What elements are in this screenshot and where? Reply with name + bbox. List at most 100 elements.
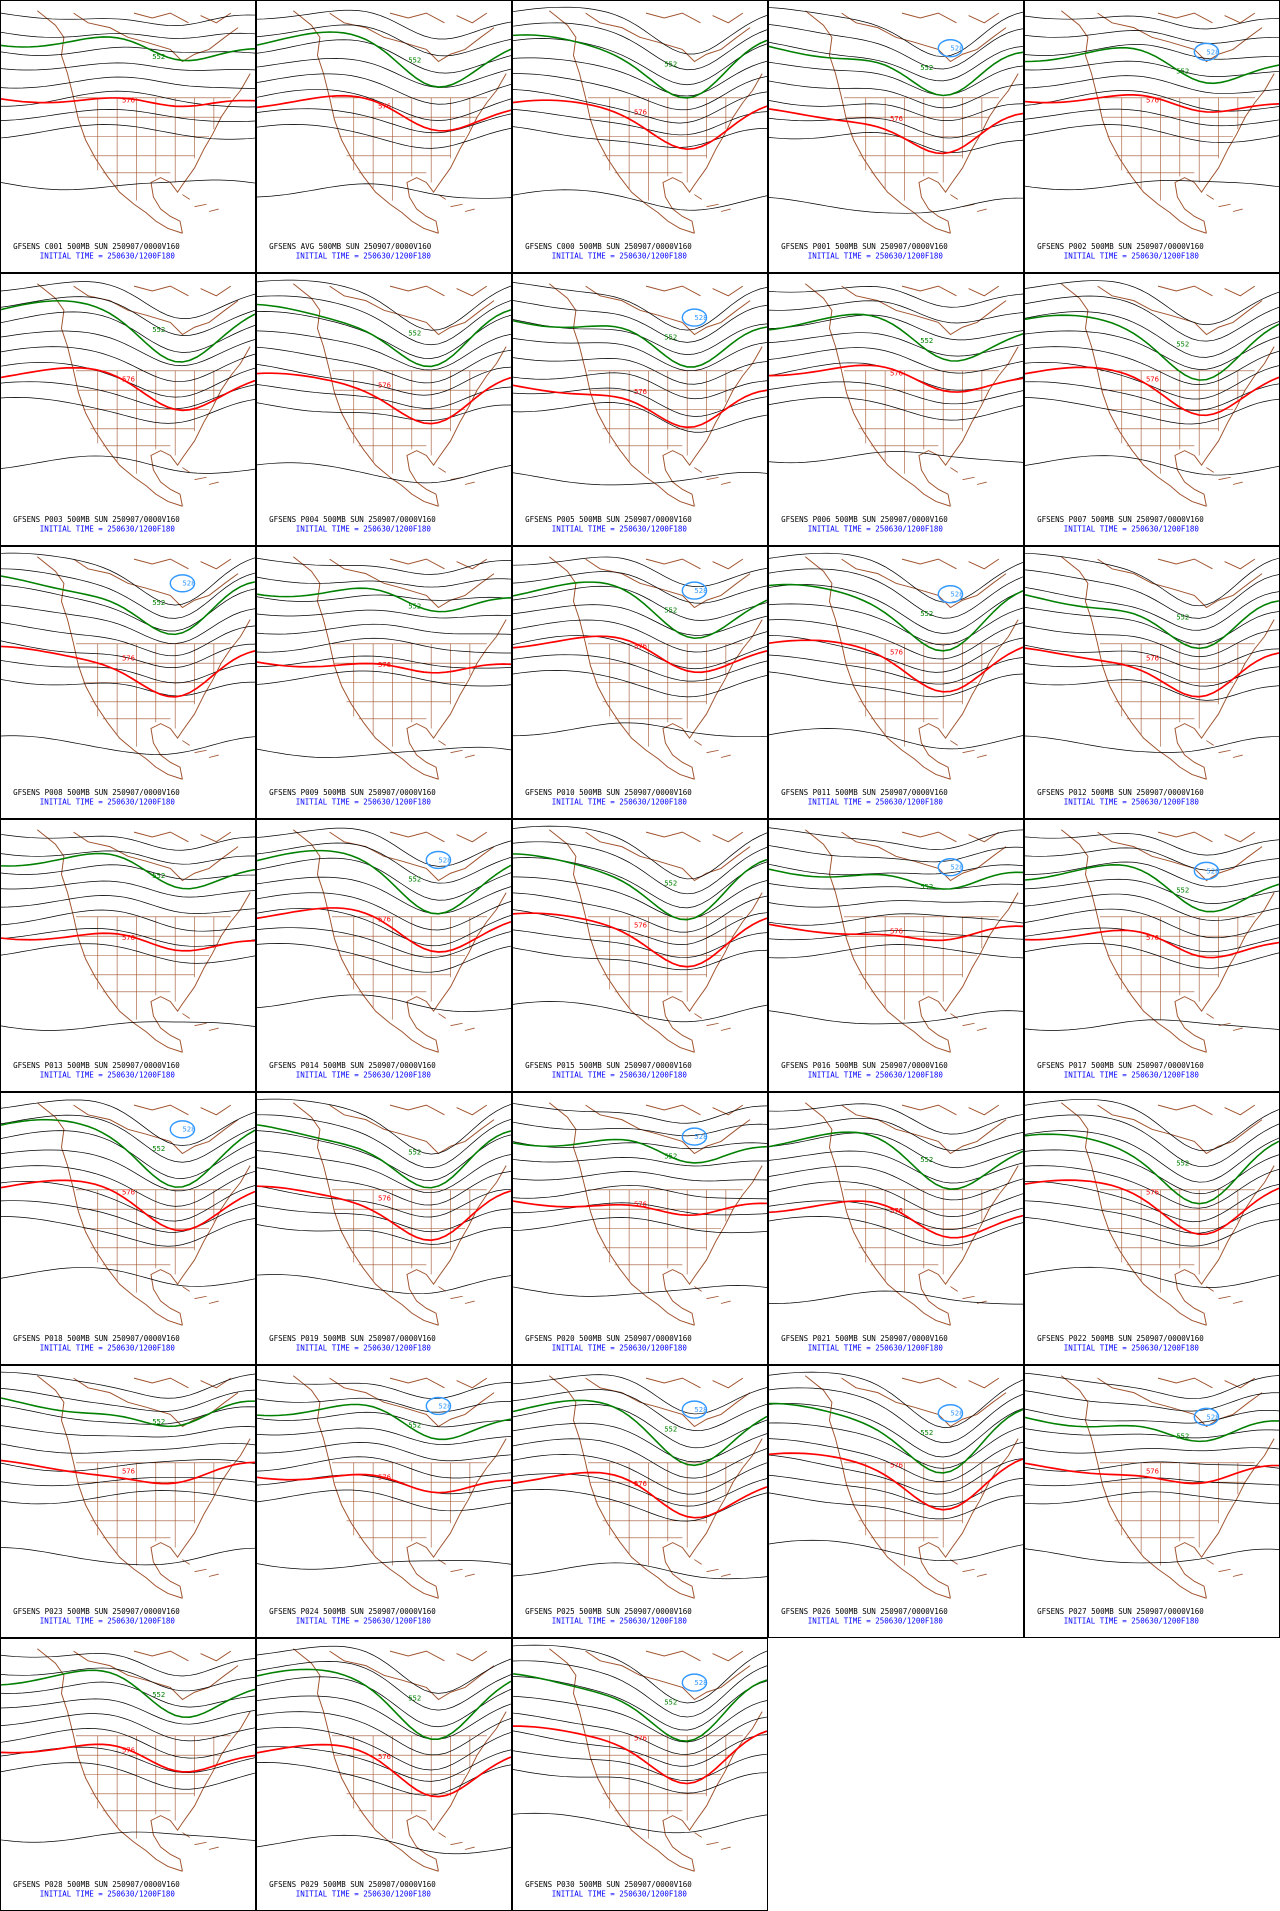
initial-time: INITIAL TIME = 250630/1200F180 — [808, 252, 944, 261]
height-contour — [769, 1181, 1023, 1218]
height-contour — [1, 1130, 255, 1180]
height-contour — [769, 1290, 1023, 1305]
contour-label: 552 — [664, 332, 677, 341]
height-contour — [1025, 346, 1279, 385]
map: 576 552 GFSENS C001 500MB SUN 250907/0000V… — [1, 10, 255, 261]
initial-time: INITIAL TIME = 250630/1200F180 — [552, 1071, 688, 1080]
contour-552 — [1, 852, 255, 890]
height-contour — [257, 9, 511, 40]
map: 576 552 GFSENS P006 500MB SUN 250907/0000V… — [769, 283, 1023, 534]
height-contour — [1, 604, 255, 644]
contour-label: 528 — [1206, 47, 1219, 56]
height-contour — [769, 1132, 1023, 1169]
contour-label: 576 — [122, 933, 135, 942]
height-contour — [1, 1547, 255, 1566]
initial-time: INITIAL TIME = 250630/1200F180 — [552, 252, 688, 261]
height-contour — [513, 1453, 767, 1495]
height-contour — [1, 864, 255, 880]
height-contour — [257, 1695, 511, 1740]
panel-title: GFSENS P003 500MB SUN 250907/0000V160 — [13, 515, 180, 524]
contour-528 — [681, 581, 708, 600]
contour-576 — [1025, 94, 1279, 113]
map-panel: 576 552 GFSENS P006 500MB SUN 250907/0000V… — [768, 273, 1024, 546]
height-contour — [1, 12, 255, 26]
height-contour — [257, 73, 511, 105]
basemap — [1060, 10, 1275, 234]
height-contour — [1025, 878, 1279, 904]
height-contour — [513, 1695, 767, 1743]
contour-label: 552 — [920, 1428, 933, 1437]
contour-552 — [257, 303, 511, 368]
map-panel: 576 552 528 GFSENS P014 500MB SUN 250907/00… — [256, 819, 512, 1092]
map: 576 552 528 GFSENS P027 500MB SUN 250907/00… — [1025, 1372, 1279, 1626]
contour-528 — [1193, 1407, 1220, 1427]
contour-label: 576 — [890, 648, 903, 657]
contour-label: 576 — [890, 1461, 903, 1470]
height-contour — [1, 1425, 255, 1438]
contour-label: 576 — [1146, 1188, 1159, 1197]
panel-title: GFSENS P001 500MB SUN 250907/0000V160 — [781, 242, 948, 251]
height-contour — [1025, 847, 1279, 871]
contour-576 — [769, 639, 1023, 693]
contour-576 — [257, 661, 511, 674]
height-contour — [1, 660, 255, 684]
contour-576 — [1025, 366, 1279, 417]
contour-576 — [1, 1743, 255, 1773]
contour-label: 552 — [920, 882, 933, 891]
contour-label: 552 — [664, 1424, 677, 1433]
contour-576 — [257, 372, 511, 425]
contour-552 — [257, 849, 511, 915]
contour-552 — [1, 36, 255, 62]
height-contour — [1, 1442, 255, 1454]
height-contour — [513, 1438, 767, 1479]
height-contour — [1, 31, 255, 39]
height-contour — [769, 1539, 1023, 1562]
height-contour — [1, 281, 255, 320]
map-panel: 576 552 GFSENS P013 500MB SUN 250907/0000V… — [0, 819, 256, 1092]
contour-552 — [1025, 863, 1279, 913]
contour-label: 552 — [664, 878, 677, 887]
height-contour — [513, 1473, 767, 1507]
map-panel: 576 552 GFSENS P009 500MB SUN 250907/0000V… — [256, 546, 512, 819]
height-contour — [1, 622, 255, 657]
height-contour — [257, 907, 511, 947]
contour-label: 552 — [152, 598, 165, 607]
contour-528 — [1193, 861, 1220, 881]
basemap — [804, 829, 1019, 1053]
height-contour — [513, 619, 767, 653]
contour-576 — [257, 1473, 511, 1494]
height-contour — [769, 619, 1023, 660]
height-contour — [1, 346, 255, 382]
height-contour — [513, 654, 767, 682]
height-contour — [1025, 311, 1279, 358]
initial-time: INITIAL TIME = 250630/1200F180 — [40, 1617, 176, 1626]
panel-title: GFSENS P008 500MB SUN 250907/0000V160 — [13, 788, 180, 797]
height-contour — [513, 1644, 767, 1704]
height-contour — [1025, 1390, 1279, 1412]
contour-576 — [1, 645, 255, 698]
contour-576 — [257, 94, 511, 132]
initial-time: INITIAL TIME = 250630/1200F180 — [296, 1890, 432, 1899]
height-contour — [769, 1403, 1023, 1458]
height-contour — [513, 73, 767, 111]
height-contour — [513, 1157, 767, 1167]
height-contour — [257, 1489, 511, 1512]
initial-time: INITIAL TIME = 250630/1200F180 — [552, 1890, 688, 1899]
map-panel: 576 552 GFSENS P028 500MB SUN 250907/0000V… — [0, 1638, 256, 1911]
initial-time: INITIAL TIME = 250630/1200F180 — [552, 1344, 688, 1353]
height-contour — [513, 1812, 767, 1834]
height-contour — [1025, 1491, 1279, 1505]
contour-552 — [769, 45, 1023, 97]
map-panel: 576 552 528 GFSENS P016 500MB SUN 250907/00… — [768, 819, 1024, 1092]
height-contour — [1025, 90, 1279, 112]
initial-time: INITIAL TIME = 250630/1200F180 — [296, 1344, 432, 1353]
height-contour — [257, 1746, 511, 1782]
height-contour — [1025, 1428, 1279, 1439]
contour-label: 576 — [378, 915, 391, 924]
height-contour — [513, 1562, 767, 1580]
height-contour — [1025, 381, 1279, 411]
contour-552 — [769, 313, 1023, 362]
height-contour — [1025, 1447, 1279, 1454]
height-contour — [513, 1489, 767, 1522]
initial-time: INITIAL TIME = 250630/1200F180 — [1064, 1617, 1200, 1626]
